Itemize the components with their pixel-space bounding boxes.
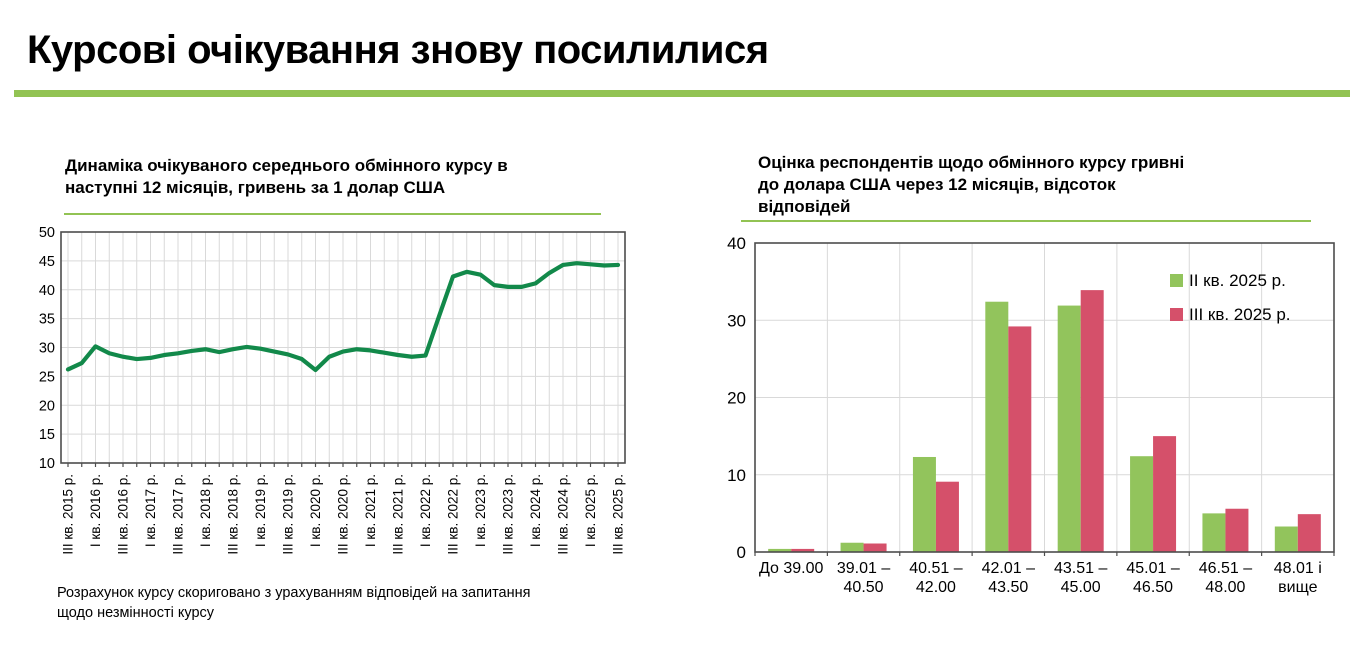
x-axis-label: I кв. 2022 р. bbox=[418, 474, 433, 547]
y-axis-label: 40 bbox=[727, 234, 746, 253]
bar-q2-2025-4 bbox=[1057, 305, 1081, 552]
bar-q3-2025-1 bbox=[863, 543, 887, 552]
legend-swatch-q2-2025 bbox=[1170, 274, 1183, 287]
x-axis-label: 43.50 bbox=[988, 579, 1028, 596]
y-axis-label: 30 bbox=[39, 341, 55, 357]
left-chart-divider bbox=[64, 213, 601, 215]
x-axis-label: I кв. 2025 р. bbox=[583, 474, 598, 547]
bar-chart: 0 10 20 30 40 До 39.00 39.01 – 40.50 40.51 – 42.0… bbox=[727, 234, 1335, 596]
bar-q3-2025-6 bbox=[1225, 508, 1249, 552]
x-axis-label: вище bbox=[1278, 579, 1317, 596]
x-axis-label: III кв. 2020 р. bbox=[336, 474, 351, 555]
legend-label: III кв. 2025 р. bbox=[1189, 305, 1291, 324]
y-axis-label: 20 bbox=[727, 389, 746, 408]
x-axis-label: I кв. 2021 р. bbox=[363, 474, 378, 547]
legend-swatch-q3-2025 bbox=[1170, 308, 1183, 321]
x-axis-label: 42.01 – bbox=[982, 560, 1035, 577]
bar-q2-2025-7 bbox=[1274, 526, 1298, 552]
x-axis-label: III кв. 2025 р. bbox=[611, 474, 626, 555]
left-chart-title: Динаміка очікуваного середнього обмінног… bbox=[65, 156, 508, 197]
x-axis-label: III кв. 2019 р. bbox=[281, 474, 296, 555]
y-axis-label: 10 bbox=[727, 466, 746, 485]
bar-q2-2025-6 bbox=[1202, 513, 1226, 552]
x-axis-label: 40.50 bbox=[844, 579, 884, 596]
page-title: Курсові очікування знову посилилися bbox=[27, 28, 769, 72]
x-axis-label: III кв. 2015 р. bbox=[61, 474, 76, 555]
y-axis-label: 50 bbox=[39, 225, 55, 241]
line-chart: 10 15 20 25 30 35 40 45 50 III кв. 2015 р. I кв. 2… bbox=[39, 225, 626, 555]
bar-q3-2025-0 bbox=[791, 548, 815, 552]
left-chart-footnote: Розрахунок курсу скориговано з урахуванн… bbox=[57, 585, 531, 622]
right-chart-divider bbox=[741, 220, 1311, 222]
legend-label: II кв. 2025 р. bbox=[1189, 271, 1286, 290]
x-axis-label: 39.01 – bbox=[837, 560, 890, 577]
title-divider bbox=[14, 90, 1350, 97]
y-axis-label: 20 bbox=[39, 398, 55, 414]
x-axis-label: III кв. 2018 р. bbox=[226, 474, 241, 555]
x-axis-label: 46.50 bbox=[1133, 579, 1173, 596]
x-axis-label: 45.00 bbox=[1061, 579, 1101, 596]
y-axis-label: 0 bbox=[737, 543, 746, 562]
x-axis-label: I кв. 2020 р. bbox=[308, 474, 323, 547]
bar-q2-2025-3 bbox=[985, 301, 1009, 552]
x-axis-label: I кв. 2019 р. bbox=[253, 474, 268, 547]
y-axis-label: 15 bbox=[39, 427, 55, 443]
x-axis-label: 42.00 bbox=[916, 579, 956, 596]
bar-q2-2025-0 bbox=[768, 548, 792, 552]
bar-q3-2025-3 bbox=[1008, 326, 1032, 552]
bar-q3-2025-7 bbox=[1297, 514, 1321, 552]
bar-q2-2025-1 bbox=[840, 542, 864, 552]
x-axis-label: III кв. 2023 р. bbox=[501, 474, 516, 555]
bar-q3-2025-4 bbox=[1080, 290, 1104, 552]
x-axis-label: I кв. 2023 р. bbox=[473, 474, 488, 547]
y-axis-label: 35 bbox=[39, 312, 55, 328]
bar-q2-2025-5 bbox=[1130, 456, 1154, 552]
x-axis-label: I кв. 2017 р. bbox=[143, 474, 158, 547]
x-axis-label: III кв. 2021 р. bbox=[391, 474, 406, 555]
exchange-rate-line-series bbox=[65, 261, 621, 373]
bar-q2-2025-2 bbox=[912, 456, 936, 552]
y-axis-label: 40 bbox=[39, 283, 55, 299]
x-axis-label: До 39.00 bbox=[759, 560, 824, 577]
y-axis-label: 45 bbox=[39, 254, 55, 270]
x-axis-label: 46.51 – bbox=[1199, 560, 1252, 577]
y-axis-label: 10 bbox=[39, 456, 55, 472]
x-axis-label: 40.51 – bbox=[909, 560, 962, 577]
x-axis-label: III кв. 2017 р. bbox=[171, 474, 186, 555]
y-axis-label: 30 bbox=[727, 311, 746, 330]
x-axis-label: 45.01 – bbox=[1126, 560, 1179, 577]
bar-q3-2025-2 bbox=[935, 481, 959, 552]
legend: II кв. 2025 р. III кв. 2025 р. bbox=[1170, 271, 1291, 324]
x-axis-label: 43.51 – bbox=[1054, 560, 1107, 577]
y-axis-label: 25 bbox=[39, 369, 55, 385]
x-axis-label: I кв. 2024 р. bbox=[528, 474, 543, 547]
x-axis-label: I кв. 2018 р. bbox=[198, 474, 213, 547]
x-axis-label: III кв. 2024 р. bbox=[556, 474, 571, 555]
x-axis-label: 48.00 bbox=[1205, 579, 1245, 596]
x-axis-label: III кв. 2022 р. bbox=[446, 474, 461, 555]
bar-q3-2025-5 bbox=[1153, 436, 1177, 552]
x-axis-label: III кв. 2016 р. bbox=[116, 474, 131, 555]
x-axis-label: I кв. 2016 р. bbox=[88, 474, 103, 547]
right-chart-title: Оцінка респондентів щодо обмінного курсу… bbox=[758, 153, 1185, 216]
x-axis-label: 48.01 і bbox=[1274, 560, 1322, 577]
